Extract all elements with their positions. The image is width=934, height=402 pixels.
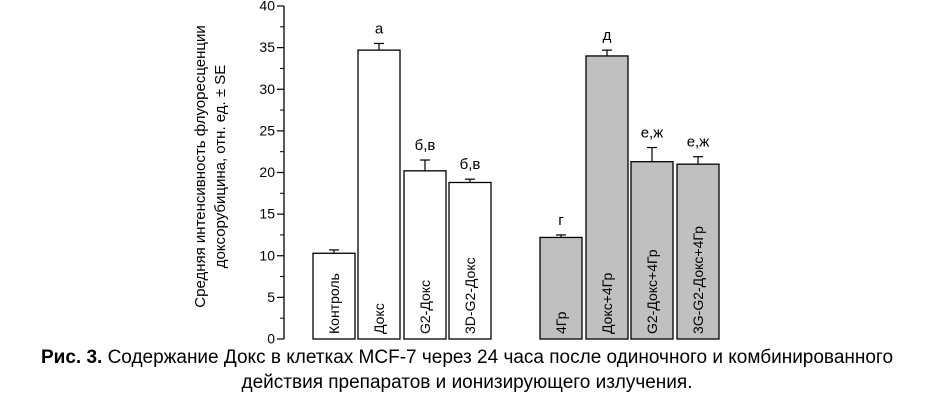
y-tick-label: 10 xyxy=(259,247,275,263)
caption-text-1: Содержание Докс в клетках MCF-7 через 24… xyxy=(102,347,894,368)
bar xyxy=(585,55,629,340)
y-tick-label: 30 xyxy=(259,81,275,97)
y-tick-label: 25 xyxy=(259,122,275,138)
bar-category-label: 3D-G2-Докс xyxy=(462,257,478,334)
bar-annotation: е,ж xyxy=(641,125,664,142)
y-tick-label: 5 xyxy=(267,289,275,305)
bar xyxy=(539,236,583,340)
y-tick-label: 35 xyxy=(259,39,275,55)
chart: 0 5 10 15 20 25 30 35 40 Средняя интенсивность фл… xyxy=(192,0,720,346)
bar xyxy=(357,49,401,340)
y-tick-label: 0 xyxy=(267,331,275,346)
bar-annotation: б,в xyxy=(415,137,436,154)
bar-annotation: е,ж xyxy=(687,134,710,151)
bar-category-label: 4Гр xyxy=(553,311,569,334)
bar xyxy=(676,163,720,340)
y-tick-label: 15 xyxy=(259,206,275,222)
y-axis-title-line: Средняя интенсивность флуоресценции xyxy=(192,25,209,307)
caption-label: Рис. 3. xyxy=(40,347,103,368)
caption-line-2: действия препаратов и ионизирующего излу… xyxy=(241,372,693,393)
y-tick-label: 20 xyxy=(259,164,275,180)
bar-annotation: а xyxy=(375,20,384,37)
y-axis-title-line: доксорубицина, отн. ед. ± SE xyxy=(212,65,229,269)
bar-category-label: G2-Докс+4Гр xyxy=(644,249,660,334)
bar-annotation: г xyxy=(558,212,564,229)
bar-category-label: Контроль xyxy=(326,273,342,334)
bar-annotation: б,в xyxy=(460,156,481,173)
figure-caption: Рис. 3. Содержание Докс в клетках MCF-7 … xyxy=(0,345,934,395)
bar-category-label: 3G-G2-Докс+4Гр xyxy=(690,226,706,334)
bar xyxy=(630,161,674,340)
bar-category-label: Докс+4Гр xyxy=(599,273,615,334)
bar-category-label: G2-Докс xyxy=(417,280,433,334)
caption-line-1: Рис. 3. Содержание Докс в клетках MCF-7 … xyxy=(0,345,934,370)
bar-category-label: Докс xyxy=(371,303,387,334)
y-tick-label: 40 xyxy=(259,0,275,14)
bar-annotation: д xyxy=(603,27,612,44)
